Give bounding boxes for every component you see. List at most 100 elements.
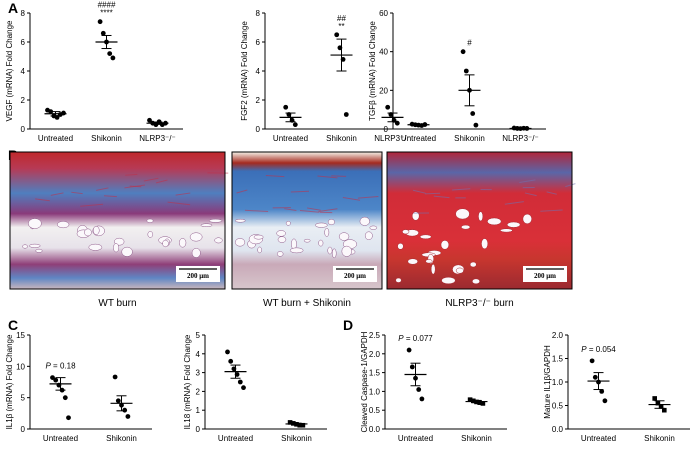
tissue-vacuole (289, 247, 304, 254)
tissue-vacuole (92, 225, 100, 235)
tissue-vacuole (478, 211, 484, 222)
chart-vegf: 0 2 4 6 8 VEGF (mRNA) Fold Change Untreated Shi… (5, 1, 183, 143)
data-point (66, 415, 71, 421)
tissue-fiber (143, 177, 159, 182)
data-point (112, 374, 118, 380)
tissue-vacuole (285, 220, 291, 226)
tissue-vacuole (208, 218, 223, 223)
y-tick-label: 2.5 (369, 331, 381, 340)
group-0 (279, 104, 302, 128)
tissue-fiber (299, 209, 320, 213)
chart-fgf2: 0 2 4 6 8 FGF2 (mRNA) Fold Change Untreated Shi… (240, 9, 418, 143)
tissue-fiber (167, 201, 191, 206)
data-point (460, 49, 466, 55)
group-2 (509, 125, 532, 132)
tissue-fiber (357, 195, 379, 199)
data-point (115, 398, 121, 404)
significance-mark: ## (337, 14, 346, 23)
data-point (658, 404, 664, 409)
tissue-vacuole (162, 239, 169, 248)
y-axis-label: FGF2 (mRNA) Fold Change (240, 21, 249, 121)
data-point (225, 349, 230, 355)
data-point (110, 55, 116, 61)
tissue-vacuole (341, 245, 352, 257)
x-tick-label: Untreated (273, 134, 308, 143)
tissue-fiber (524, 192, 537, 197)
data-point (406, 347, 412, 353)
data-point (589, 358, 595, 364)
group-0 (44, 107, 67, 120)
data-point (300, 422, 306, 428)
tissue-vacuole (315, 222, 328, 228)
p-value: = 0.054 (587, 345, 617, 354)
tissue-vacuole (28, 218, 42, 229)
group-2 (146, 117, 169, 128)
panel-letter-c: C (8, 317, 18, 333)
group-1 (648, 396, 671, 413)
x-tick-label: Untreated (581, 434, 616, 443)
tissue-fiber (71, 191, 83, 195)
x-tick-label: NLRP3⁻/⁻ (374, 134, 410, 143)
p-value-label: P = 0.18 (45, 362, 76, 371)
data-point (125, 414, 131, 419)
data-point (97, 19, 103, 25)
y-tick-label: 15 (16, 331, 25, 340)
tissue-fiber (540, 209, 563, 212)
y-tick-label: 8 (21, 9, 26, 18)
tissue-fiber (236, 189, 248, 194)
y-tick-label: 0.0 (552, 425, 564, 434)
tissue-fiber (103, 195, 117, 198)
data-point (122, 407, 128, 413)
y-tick-label: 2 (256, 96, 261, 105)
tissue-vacuole (407, 258, 418, 265)
p-value: = 0.077 (404, 334, 434, 343)
y-tick-label: 0.0 (369, 425, 381, 434)
data-point (287, 420, 293, 425)
tissue-vacuole (430, 263, 436, 275)
y-axis-label: VEGF (mRNA) Fold Change (5, 20, 14, 121)
tissue-vacuole (234, 238, 246, 247)
p-symbol: P (45, 362, 51, 371)
data-point (228, 358, 234, 364)
data-point (61, 110, 66, 116)
tissue-vacuole (469, 261, 477, 268)
tissue-fiber (331, 175, 347, 177)
significance-mark: ** (338, 22, 344, 31)
image-caption: WT burn (98, 298, 136, 309)
data-point (473, 122, 479, 128)
tissue-fiber (290, 190, 310, 193)
group-0 (224, 349, 247, 391)
tissue-vacuole (481, 238, 489, 250)
y-tick-label: 6 (256, 38, 261, 47)
tissue-fiber (452, 188, 471, 191)
group-0 (407, 121, 430, 128)
significance-mark: # (467, 39, 472, 48)
y-tick-label: 2 (196, 387, 201, 396)
y-tick-label: 2.0 (552, 331, 564, 340)
tissue-fiber (565, 183, 576, 188)
image-caption: NLRP3⁻/⁻ burn (445, 298, 513, 309)
tissue-vacuole (121, 246, 133, 257)
scale-bar-background (176, 266, 220, 282)
x-tick-label: Shikonin (461, 434, 492, 443)
data-point (385, 104, 391, 110)
data-point (419, 396, 425, 402)
y-tick-label: 4 (196, 350, 201, 359)
x-tick-label: NLRP3⁻/⁻ (139, 134, 175, 143)
group-0 (587, 358, 610, 404)
data-point (463, 68, 469, 74)
y-tick-label: 10 (16, 362, 25, 371)
x-tick-label: Untreated (38, 134, 73, 143)
tissue-fiber (124, 184, 146, 189)
tissue-vacuole (411, 211, 420, 221)
tissue-vacuole (22, 244, 28, 249)
tissue-vacuole (88, 243, 103, 251)
y-tick-label: 60 (379, 9, 388, 18)
tissue-vacuole (147, 231, 154, 238)
data-point (241, 385, 246, 391)
